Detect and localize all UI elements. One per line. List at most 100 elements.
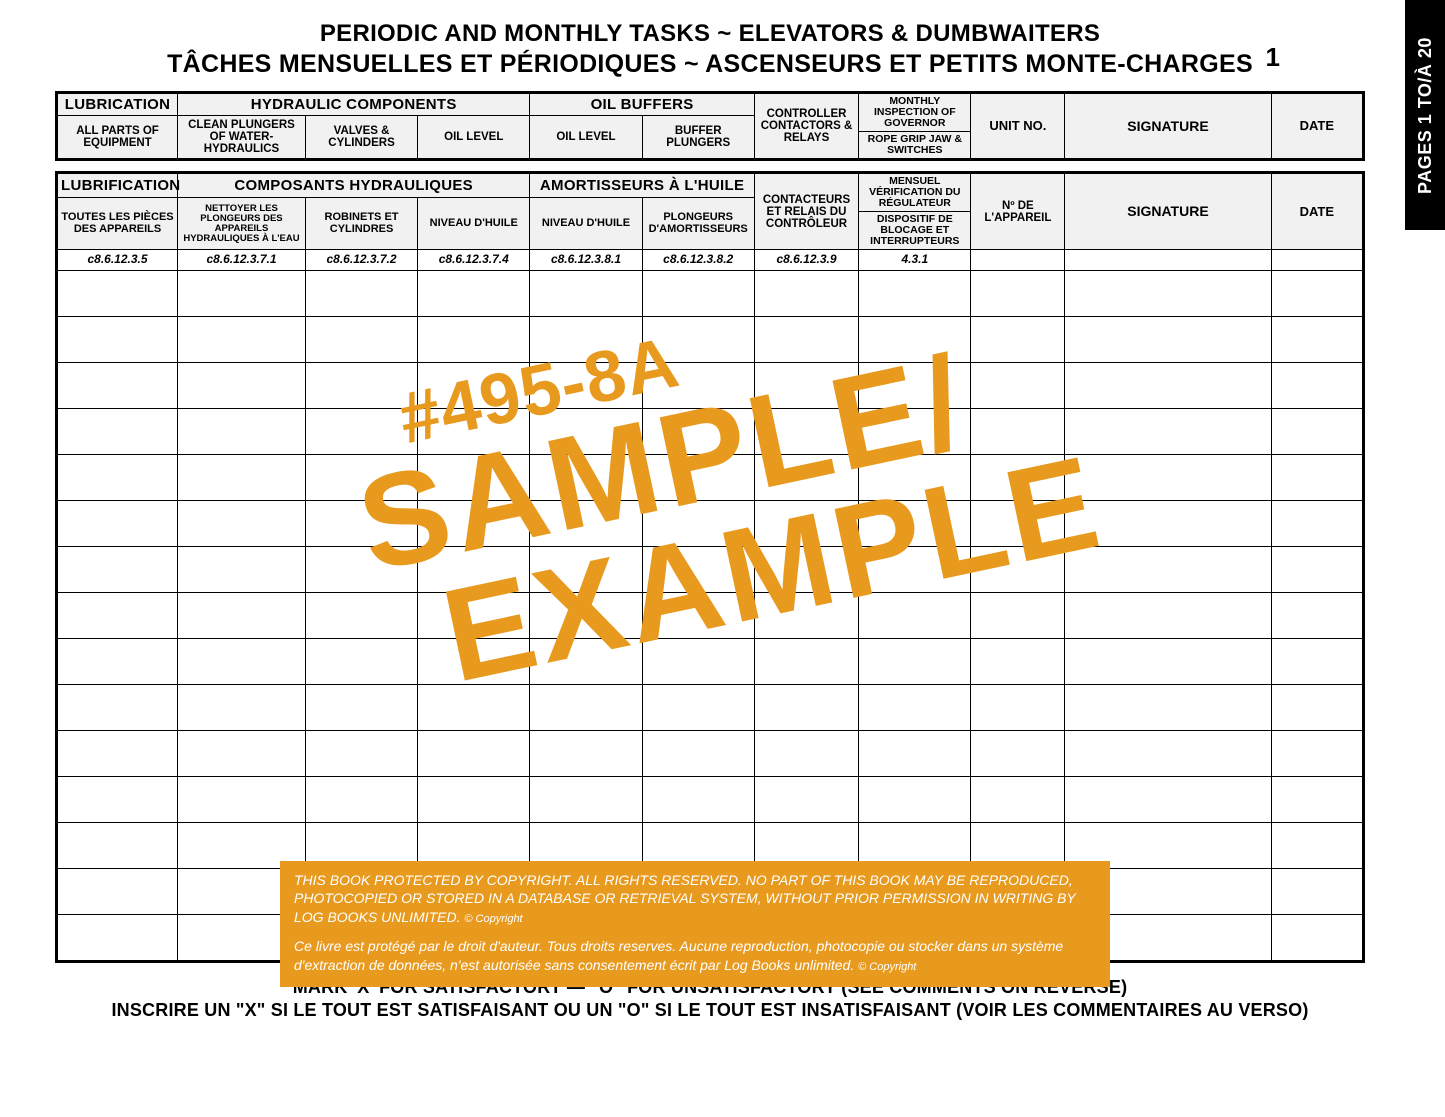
table-cell[interactable] [971, 500, 1065, 546]
table-cell[interactable] [754, 546, 858, 592]
table-cell[interactable] [1271, 730, 1362, 776]
table-cell[interactable] [1271, 546, 1362, 592]
table-cell[interactable] [1271, 776, 1362, 822]
table-cell[interactable] [178, 270, 306, 316]
table-cell[interactable] [58, 776, 178, 822]
table-cell[interactable] [1271, 408, 1362, 454]
table-cell[interactable] [1065, 546, 1271, 592]
table-cell[interactable] [642, 592, 754, 638]
table-cell[interactable] [58, 362, 178, 408]
table-cell[interactable] [305, 776, 417, 822]
table-cell[interactable] [418, 684, 530, 730]
table-cell[interactable] [178, 592, 306, 638]
table-cell[interactable] [178, 546, 306, 592]
table-cell[interactable] [58, 914, 178, 960]
table-cell[interactable] [971, 362, 1065, 408]
table-cell[interactable] [530, 270, 642, 316]
table-cell[interactable] [418, 776, 530, 822]
table-cell[interactable] [971, 684, 1065, 730]
table-cell[interactable] [1271, 500, 1362, 546]
table-cell[interactable] [971, 408, 1065, 454]
table-cell[interactable] [58, 868, 178, 914]
table-cell[interactable] [754, 684, 858, 730]
table-cell[interactable] [418, 454, 530, 500]
table-cell[interactable] [971, 592, 1065, 638]
table-cell[interactable] [178, 362, 306, 408]
table-cell[interactable] [971, 316, 1065, 362]
table-cell[interactable] [1271, 362, 1362, 408]
table-cell[interactable] [178, 638, 306, 684]
table-cell[interactable] [58, 316, 178, 362]
table-cell[interactable] [418, 408, 530, 454]
table-cell[interactable] [642, 684, 754, 730]
table-cell[interactable] [1271, 270, 1362, 316]
table-cell[interactable] [859, 316, 971, 362]
table-cell[interactable] [754, 592, 858, 638]
table-cell[interactable] [971, 730, 1065, 776]
table-cell[interactable] [58, 638, 178, 684]
table-cell[interactable] [178, 408, 306, 454]
table-cell[interactable] [530, 592, 642, 638]
table-cell[interactable] [530, 730, 642, 776]
table-cell[interactable] [642, 362, 754, 408]
table-cell[interactable] [971, 270, 1065, 316]
table-cell[interactable] [178, 684, 306, 730]
table-cell[interactable] [530, 316, 642, 362]
table-cell[interactable] [1065, 638, 1271, 684]
table-cell[interactable] [859, 454, 971, 500]
table-cell[interactable] [1065, 500, 1271, 546]
table-cell[interactable] [530, 684, 642, 730]
table-cell[interactable] [305, 270, 417, 316]
table-cell[interactable] [418, 316, 530, 362]
table-cell[interactable] [642, 408, 754, 454]
table-cell[interactable] [1065, 592, 1271, 638]
table-cell[interactable] [58, 454, 178, 500]
table-cell[interactable] [642, 638, 754, 684]
table-cell[interactable] [58, 592, 178, 638]
table-cell[interactable] [754, 408, 858, 454]
table-cell[interactable] [178, 776, 306, 822]
table-cell[interactable] [1271, 454, 1362, 500]
table-cell[interactable] [754, 730, 858, 776]
table-cell[interactable] [754, 776, 858, 822]
table-cell[interactable] [58, 730, 178, 776]
table-cell[interactable] [754, 270, 858, 316]
table-cell[interactable] [971, 638, 1065, 684]
table-cell[interactable] [1065, 776, 1271, 822]
table-cell[interactable] [305, 546, 417, 592]
table-cell[interactable] [1271, 592, 1362, 638]
table-cell[interactable] [1065, 684, 1271, 730]
table-cell[interactable] [642, 730, 754, 776]
table-cell[interactable] [1065, 408, 1271, 454]
table-cell[interactable] [305, 638, 417, 684]
table-cell[interactable] [859, 684, 971, 730]
table-cell[interactable] [754, 316, 858, 362]
table-cell[interactable] [1271, 868, 1362, 914]
table-cell[interactable] [418, 270, 530, 316]
table-cell[interactable] [754, 638, 858, 684]
table-cell[interactable] [971, 454, 1065, 500]
table-cell[interactable] [642, 270, 754, 316]
table-cell[interactable] [418, 638, 530, 684]
table-cell[interactable] [859, 362, 971, 408]
table-cell[interactable] [859, 270, 971, 316]
table-cell[interactable] [754, 500, 858, 546]
table-cell[interactable] [418, 592, 530, 638]
table-cell[interactable] [1271, 684, 1362, 730]
table-cell[interactable] [530, 638, 642, 684]
table-cell[interactable] [178, 316, 306, 362]
table-cell[interactable] [1271, 914, 1362, 960]
table-cell[interactable] [305, 500, 417, 546]
table-cell[interactable] [305, 454, 417, 500]
table-cell[interactable] [178, 500, 306, 546]
table-cell[interactable] [859, 730, 971, 776]
table-cell[interactable] [859, 638, 971, 684]
table-cell[interactable] [642, 546, 754, 592]
table-cell[interactable] [178, 454, 306, 500]
table-cell[interactable] [859, 546, 971, 592]
table-cell[interactable] [305, 730, 417, 776]
table-cell[interactable] [178, 730, 306, 776]
table-cell[interactable] [1065, 362, 1271, 408]
table-cell[interactable] [1271, 316, 1362, 362]
table-cell[interactable] [642, 316, 754, 362]
